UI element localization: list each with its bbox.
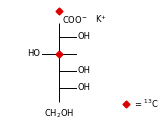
Text: HO: HO bbox=[27, 49, 40, 58]
Text: OH: OH bbox=[77, 83, 90, 92]
Text: OH: OH bbox=[77, 66, 90, 75]
Text: COO$^{-}$: COO$^{-}$ bbox=[62, 14, 88, 25]
Text: OH: OH bbox=[77, 32, 90, 41]
Text: CH$_{2}$OH: CH$_{2}$OH bbox=[44, 107, 74, 120]
Text: K$^{+}$: K$^{+}$ bbox=[95, 14, 107, 25]
Text: = $^{13}$C: = $^{13}$C bbox=[134, 97, 159, 110]
